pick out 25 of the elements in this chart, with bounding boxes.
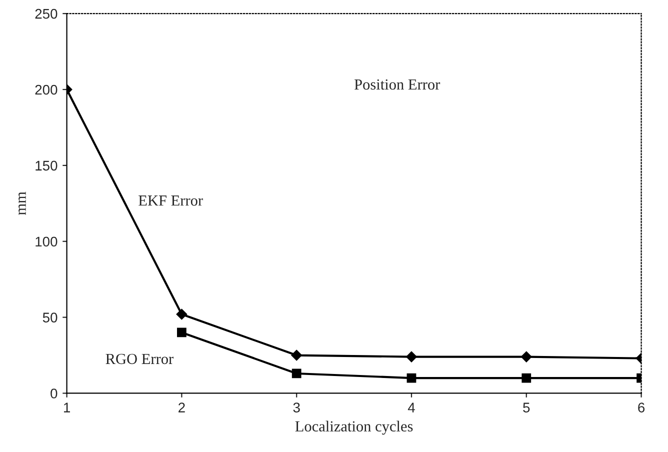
x-axis-title: Localization cycles xyxy=(295,420,413,435)
x-tick-label: 4 xyxy=(408,402,415,412)
y-tick-label: 100 xyxy=(36,236,58,247)
series-label: RGO Error xyxy=(106,354,174,364)
x-tick-label: 6 xyxy=(638,402,645,412)
y-tick-label: 250 xyxy=(35,8,58,19)
point xyxy=(520,351,532,362)
point xyxy=(177,328,186,338)
point xyxy=(406,351,417,362)
x-tick-label: 3 xyxy=(293,402,300,412)
point xyxy=(176,308,188,320)
y-axis-title: mm xyxy=(18,192,26,215)
point xyxy=(406,373,416,383)
y-tick-label: 150 xyxy=(36,160,58,171)
point xyxy=(522,373,532,383)
x-tick-label: 5 xyxy=(523,402,530,412)
point xyxy=(291,350,302,361)
y-tick-label: 0 xyxy=(50,388,58,398)
point xyxy=(292,368,302,378)
x-tick-label: 1 xyxy=(64,402,70,412)
y-tick-label: 50 xyxy=(42,312,58,322)
x-tick-label: 2 xyxy=(178,402,185,412)
y-tick-label: 200 xyxy=(35,84,58,95)
series-label: EKF Error xyxy=(138,196,203,206)
text: Position Error xyxy=(354,79,440,90)
